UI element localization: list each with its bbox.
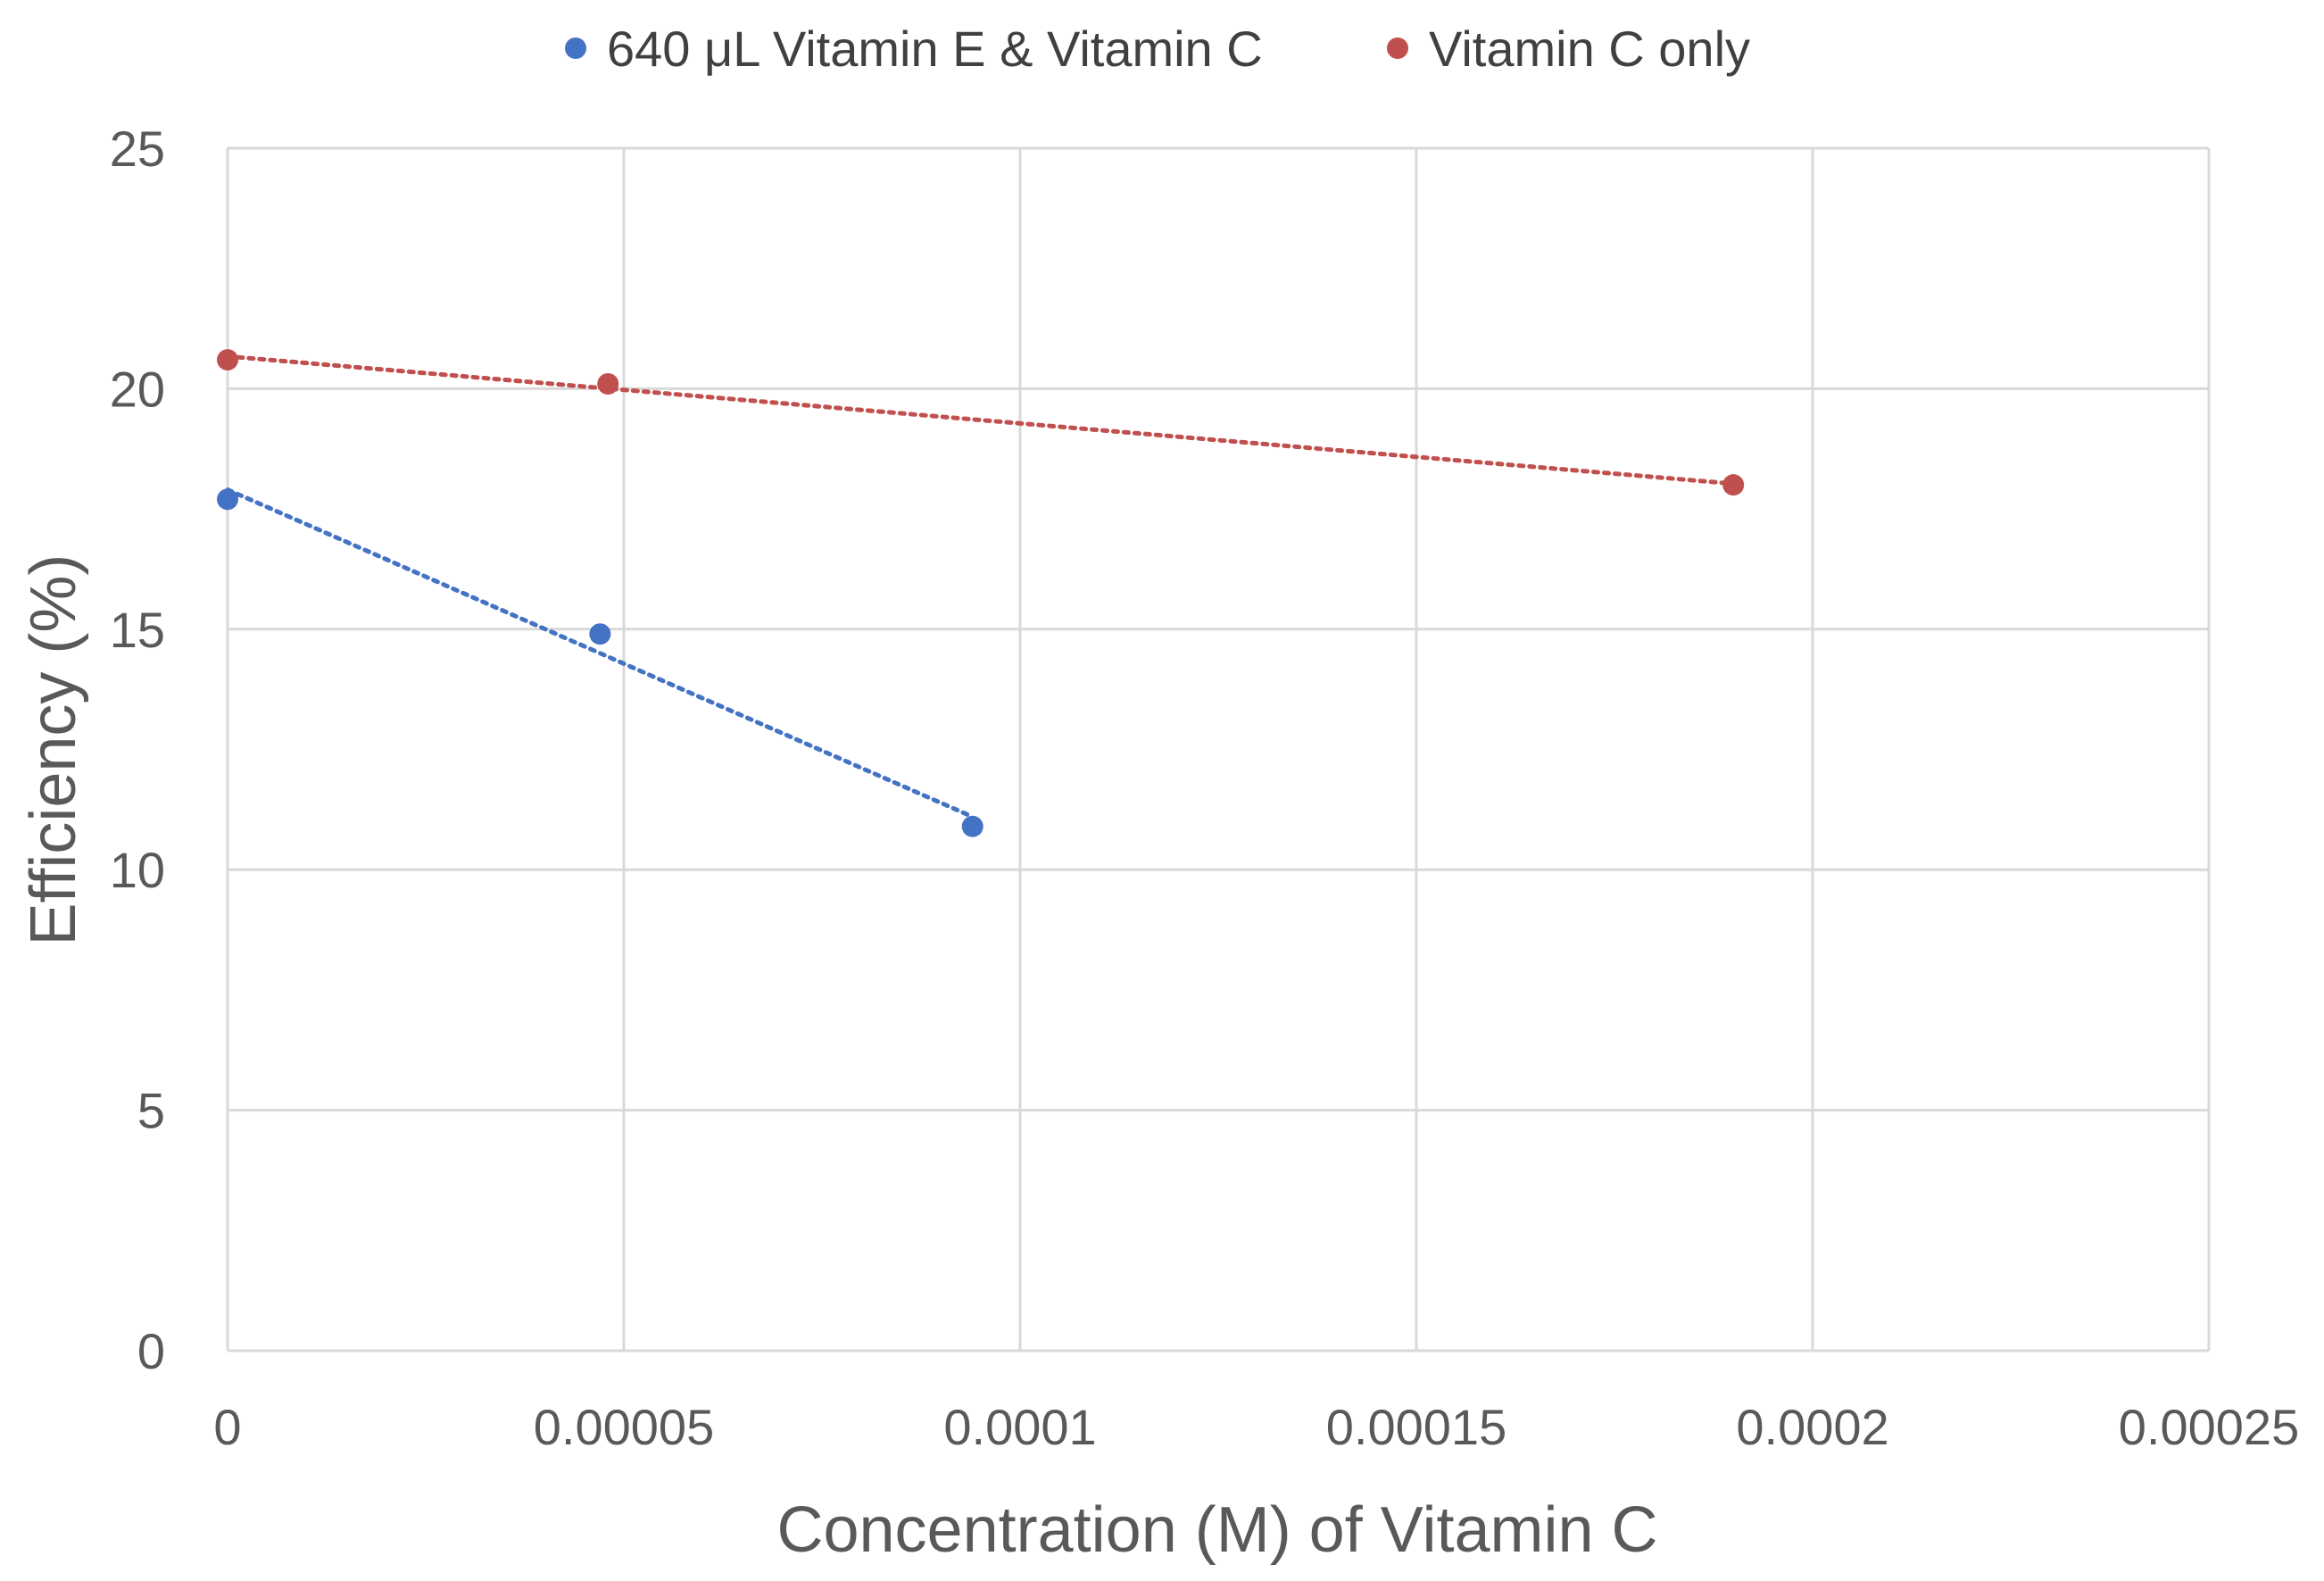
data-point-series-1 bbox=[217, 488, 238, 511]
data-point-series-1 bbox=[961, 815, 984, 837]
trendline-series-2 bbox=[225, 354, 1736, 487]
legend-label-series-2: Vitamin C only bbox=[1429, 21, 1750, 77]
legend-marker-series-1 bbox=[565, 37, 586, 59]
data-point-series-2 bbox=[1722, 474, 1745, 496]
gridlines bbox=[226, 146, 2211, 1352]
y-axis-title: Efficiency (%) bbox=[18, 554, 89, 946]
x-tick-label: 0.00005 bbox=[534, 1399, 714, 1455]
trendlines bbox=[225, 354, 1736, 820]
x-tick-label: 0.0002 bbox=[1736, 1399, 1888, 1455]
x-tick-label: 0.00015 bbox=[1326, 1399, 1506, 1455]
y-tick-label: 5 bbox=[137, 1083, 165, 1139]
legend-marker-series-2 bbox=[1387, 37, 1408, 59]
trendline-series-1 bbox=[225, 487, 975, 820]
y-tick-label: 0 bbox=[137, 1323, 165, 1379]
y-tick-label: 15 bbox=[110, 602, 165, 658]
data-point-series-2 bbox=[217, 349, 238, 371]
data-point-series-1 bbox=[589, 623, 611, 645]
legend: 640 μL Vitamin E & Vitamin C Vitamin C o… bbox=[565, 21, 1750, 77]
x-tick-label: 0.0001 bbox=[943, 1399, 1096, 1455]
y-tick-label: 10 bbox=[110, 842, 165, 898]
data-points bbox=[217, 349, 1745, 837]
x-tick-label: 0 bbox=[213, 1399, 241, 1455]
legend-label-series-1: 640 μL Vitamin E & Vitamin C bbox=[607, 21, 1263, 77]
tick-labels: 0 5 10 15 20 25 0 0.00005 0.0001 0.00015 0.0002 0.0… bbox=[110, 121, 2300, 1455]
y-tick-label: 20 bbox=[110, 361, 165, 417]
data-point-series-2 bbox=[597, 373, 619, 395]
y-tick-label: 25 bbox=[110, 121, 165, 177]
x-axis-title: Concentration (M) of Vitamin C bbox=[776, 1494, 1657, 1566]
x-tick-label: 0.00025 bbox=[2119, 1399, 2299, 1455]
